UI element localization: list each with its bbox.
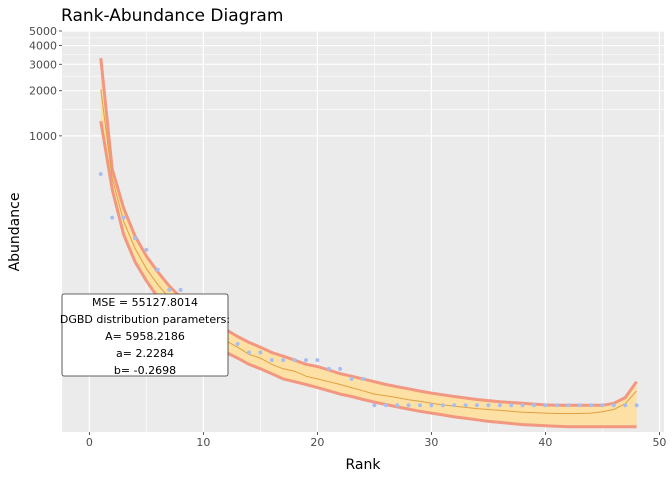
chart-title: Rank-Abundance Diagram [61, 6, 283, 26]
data-point [429, 403, 434, 408]
data-point [611, 403, 616, 408]
data-point [395, 403, 400, 408]
x-tick-label: 50 [652, 436, 666, 449]
data-point [532, 403, 537, 408]
x-axis-title: Rank [346, 457, 382, 473]
data-point [623, 403, 628, 408]
data-point [338, 366, 343, 371]
data-point [452, 403, 457, 408]
data-point [235, 341, 240, 346]
data-point [121, 215, 126, 220]
data-point [634, 403, 639, 408]
annotation-background [61, 293, 229, 377]
data-point [554, 403, 559, 408]
data-point [281, 358, 286, 363]
data-point [315, 358, 320, 363]
data-point [155, 267, 160, 272]
y-tick-label: 3000 [29, 58, 57, 71]
x-tick-label: 30 [424, 436, 438, 449]
data-point [144, 247, 149, 252]
x-tick-label: 40 [538, 436, 552, 449]
data-point [406, 403, 411, 408]
data-point [246, 350, 251, 355]
data-point [440, 403, 445, 408]
data-point [520, 403, 525, 408]
data-point [589, 403, 594, 408]
data-point [258, 350, 263, 355]
y-axis-title: Abundance [7, 193, 23, 272]
annotation-mse: MSE = 55127.8014 [92, 296, 198, 309]
data-point [418, 403, 423, 408]
data-point [486, 403, 491, 408]
annotation-param-a: a= 2.2284 [116, 347, 174, 360]
data-point [110, 215, 115, 220]
data-point [132, 236, 137, 241]
data-point [475, 403, 480, 408]
data-point [497, 403, 502, 408]
data-point [463, 403, 468, 408]
data-point [303, 358, 308, 363]
data-point [372, 403, 377, 408]
y-tick-label: 2000 [29, 85, 57, 98]
x-tick-label: 0 [86, 436, 93, 449]
observed-points [98, 171, 639, 408]
annotation-heading: DGBD distribution parameters: [60, 313, 230, 326]
data-point [178, 287, 183, 292]
y-tick-label: 5000 [29, 25, 57, 38]
annotation-param-A: A= 5958.2186 [105, 330, 185, 343]
annotation-param-b: b= -0.2698 [114, 364, 176, 377]
data-point [361, 376, 365, 381]
x-tick-label: 20 [310, 436, 324, 449]
data-point [269, 358, 274, 363]
data-point [577, 403, 582, 408]
data-point [566, 403, 571, 408]
x-tick-label: 10 [196, 436, 210, 449]
y-tick-label: 1000 [29, 130, 57, 143]
data-point [167, 287, 172, 292]
data-point [600, 403, 605, 408]
grid-lines [62, 30, 664, 432]
data-point [383, 403, 388, 408]
annotation-box: MSE = 55127.8014 DGBD distribution param… [60, 293, 230, 377]
y-tick-label: 4000 [29, 40, 57, 53]
data-point [98, 171, 103, 176]
data-point [509, 403, 514, 408]
data-point [349, 376, 354, 381]
axis-ticks: 0 10 20 30 40 50 1000 2000 3000 4000 5000 [29, 25, 666, 449]
data-point [543, 403, 548, 408]
data-point [292, 358, 297, 363]
data-point [326, 366, 331, 371]
